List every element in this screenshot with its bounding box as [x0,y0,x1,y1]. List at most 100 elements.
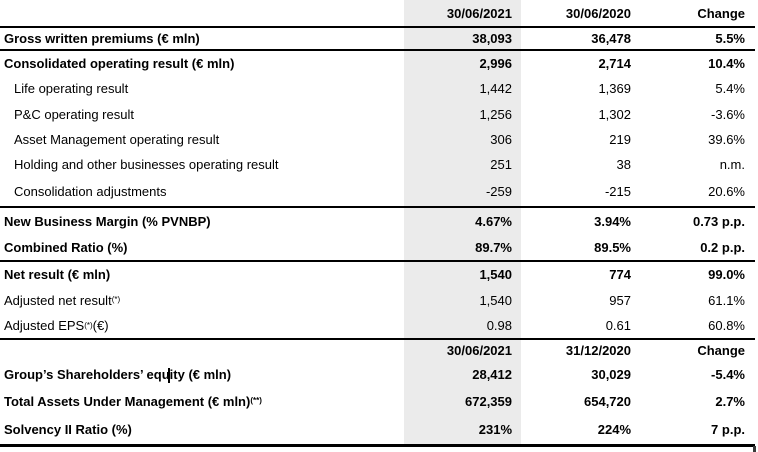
row-label-cell: Consolidation adjustments [0,177,404,206]
table-row-gross-written-premiums: Gross written premiums (€ mln) 38,093 36,4… [0,28,755,51]
row-label-cell: Net result (€ mln) [0,262,404,287]
value-current: 306 [490,132,512,147]
value-current-cell: 251 [404,152,521,177]
value-prior-cell: 89.5% [521,235,631,260]
value-prior-cell: 0.61 [521,313,631,338]
value-prior-cell: 1,369 [521,76,631,101]
value-change: 2.7% [715,393,745,409]
row-label-cell: Gross written premiums (€ mln) [0,28,404,49]
value-prior-cell: 36,478 [521,28,631,49]
value-current: 1,256 [479,106,512,122]
header-date-current: 30/06/2021 [446,5,512,21]
value-current-cell: 306 [404,127,521,152]
table-row-solvency-ratio: Solvency II Ratio (%) 231% 224% 7 p.p. [0,414,755,447]
table-row-adjusted-net-result: Adjusted net result (*) 1,540 957 61.1% [0,287,755,313]
table-corner-handle[interactable] [753,446,756,452]
row-label-cell: Combined Ratio (%) [0,235,404,260]
header-col-change: Change [631,340,755,360]
value-current: 28,412 [472,366,512,382]
value-current: 1,442 [479,81,512,96]
value-current-cell: 672,359 [404,388,521,414]
value-prior-cell: 774 [521,262,631,287]
value-change: n.m. [719,157,745,172]
text-cursor [168,368,170,383]
header-label-cell [0,340,404,360]
table-row-total-aum: Total Assets Under Management (€ mln) (*… [0,388,755,414]
table-row-holding-operating-result: Holding and other businesses operating r… [0,152,755,177]
value-prior: 2,714 [598,56,631,71]
value-prior: 1,369 [598,81,631,96]
value-change-cell: 10.4% [631,51,755,76]
value-current: 672,359 [465,393,512,409]
header-col-change: Change [631,0,755,26]
value-prior: 3.94% [594,214,631,229]
value-current: -259 [485,184,512,199]
value-prior: 774 [609,267,631,282]
value-change-cell: 7 p.p. [631,414,755,444]
header-col-prior: 30/06/2020 [521,0,631,26]
value-change-cell: -5.4% [631,360,755,388]
value-current-cell: 1,442 [404,76,521,101]
value-prior-cell: 654,720 [521,388,631,414]
value-current: 4.67% [475,214,512,229]
value-change-cell: n.m. [631,152,755,177]
table-row-adjusted-eps: Adjusted EPS (*) (€) 0.98 0.61 60.8% [0,313,755,340]
row-label: Consolidation adjustments [14,184,167,199]
value-change-cell: 39.6% [631,127,755,152]
value-current: 89.7% [475,240,512,255]
value-change: 10.4% [708,56,745,71]
label-suffix: (€) [92,318,109,333]
value-change: 0.2 p.p. [700,240,745,255]
value-prior: 38 [616,157,631,172]
header-date-prior: 31/12/2020 [565,342,631,358]
value-change-cell: -3.6% [631,101,755,127]
value-prior-cell: 30,029 [521,360,631,388]
value-prior-cell: 224% [521,414,631,444]
value-change: 5.5% [715,31,745,46]
row-label-cell: New Business Margin (% PVNBP) [0,208,404,235]
value-change-cell: 61.1% [631,287,755,313]
table-row-life-operating-result: Life operating result 1,442 1,369 5.4% [0,76,755,101]
row-label: Solvency II Ratio (%) [4,421,132,437]
column-header-row: 30/06/2021 31/12/2020 Change [0,340,755,360]
header-date-current: 30/06/2021 [446,342,512,358]
table-row-shareholders-equity: Group’s Shareholders’ equity (€ mln) 28,4… [0,360,755,388]
value-prior-cell: 2,714 [521,51,631,76]
value-change-cell: 5.5% [631,28,755,49]
value-prior: 1,302 [598,106,631,122]
value-change-cell: 99.0% [631,262,755,287]
row-label: Total Assets Under Management (€ mln) [4,393,251,409]
value-prior: 36,478 [591,31,631,46]
value-prior: 224% [597,421,631,437]
value-change-cell: 0.2 p.p. [631,235,755,260]
value-change-cell: 60.8% [631,313,755,338]
row-label: Asset Management operating result [14,132,220,147]
value-current: 1,540 [479,292,512,308]
header-label-cell [0,0,404,26]
value-prior-cell: -215 [521,177,631,206]
table-row-consolidation-adjustments: Consolidation adjustments -259 -215 20.6% [0,177,755,208]
value-current-cell: 28,412 [404,360,521,388]
row-label: New Business Margin (% PVNBP) [4,214,211,229]
value-change: 39.6% [708,132,745,147]
value-current: 0.98 [486,318,512,333]
row-label: Consolidated operating result (€ mln) [4,56,235,71]
value-prior: 654,720 [584,393,631,409]
value-change: -3.6% [711,106,745,122]
value-change: 0.73 p.p. [692,214,745,229]
row-label: Adjusted EPS [4,318,85,333]
table-row-pc-operating-result: P&C operating result 1,256 1,302 -3.6% [0,101,755,127]
table-row-net-result: Net result (€ mln) 1,540 774 99.0% [0,262,755,287]
row-label: Gross written premiums (€ mln) [4,31,200,46]
value-current: 231% [478,421,512,437]
value-current-cell: 2,996 [404,51,521,76]
value-prior-cell: 219 [521,127,631,152]
header-change-label: Change [697,342,745,358]
row-label: Combined Ratio (%) [4,240,128,255]
value-prior: 219 [609,132,631,147]
column-header-row: 30/06/2021 30/06/2020 Change [0,0,755,28]
row-label-cell: P&C operating result [0,101,404,127]
value-change-cell: 5.4% [631,76,755,101]
